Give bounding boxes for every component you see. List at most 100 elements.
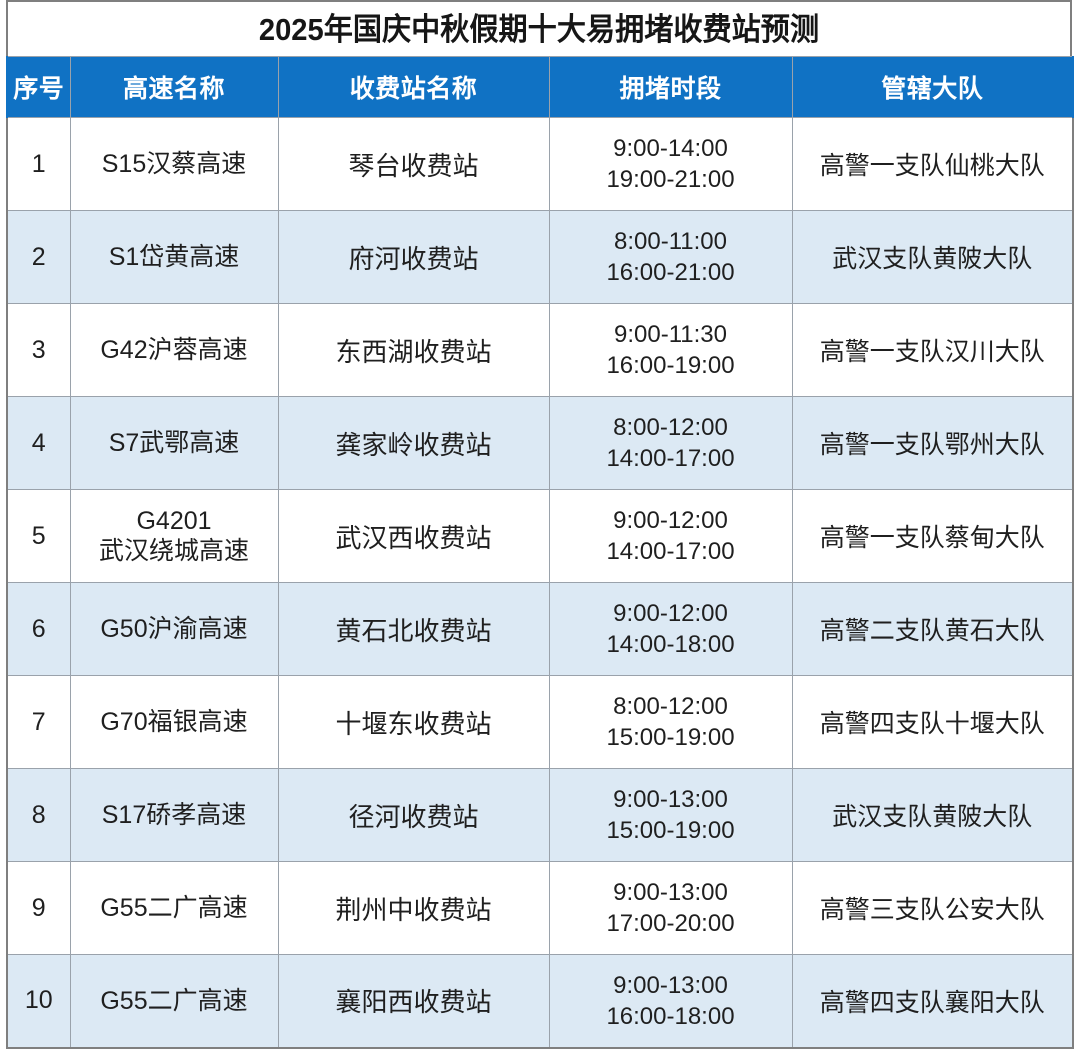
column-header-index: 序号 <box>6 56 71 118</box>
table-row: 10 G55二广高速 襄阳西收费站 9:00-13:00 16:00-18:00 高警四支… <box>6 954 1074 1049</box>
cell-highway: G70福银高速 <box>69 675 279 769</box>
highway-line-1: S1岱黄高速 <box>108 242 240 271</box>
cell-index: 5 <box>6 489 71 583</box>
cell-congestion-period: 9:00-14:00 19:00-21:00 <box>548 117 793 211</box>
congestion-period-line-1: 9:00-14:00 <box>613 134 728 162</box>
cell-highway: G55二广高速 <box>69 954 279 1049</box>
cell-jurisdiction: 高警一支队仙桃大队 <box>791 117 1074 211</box>
table-header: 序号 高速名称 收费站名称 拥堵时段 管辖大队 <box>6 56 1074 118</box>
congestion-period-line-2: 17:00-20:00 <box>606 910 735 937</box>
congestion-period-line-2: 14:00-17:00 <box>606 538 735 565</box>
congestion-period-line-1: 8:00-12:00 <box>613 413 728 441</box>
cell-toll-station: 径河收费站 <box>277 768 550 862</box>
cell-highway: S15汉蔡高速 <box>69 117 279 211</box>
congestion-period-line-2: 15:00-19:00 <box>606 724 735 751</box>
cell-index: 6 <box>6 582 71 676</box>
cell-congestion-period: 9:00-13:00 15:00-19:00 <box>548 768 793 862</box>
cell-toll-station: 武汉西收费站 <box>277 489 550 583</box>
congestion-period-line-1: 9:00-12:00 <box>613 506 728 534</box>
page-title: 2025年国庆中秋假期十大易拥堵收费站预测 <box>258 11 820 47</box>
cell-highway: S17硚孝高速 <box>69 768 279 862</box>
cell-toll-station: 荆州中收费站 <box>277 861 550 955</box>
cell-jurisdiction: 高警三支队公安大队 <box>791 861 1074 955</box>
cell-index: 2 <box>6 210 71 304</box>
congestion-period-line-2: 16:00-18:00 <box>606 1002 735 1030</box>
cell-congestion-period: 9:00-13:00 17:00-20:00 <box>548 861 793 955</box>
highway-line-1: G55二广高速 <box>100 986 248 1015</box>
cell-jurisdiction: 高警四支队襄阳大队 <box>791 954 1074 1049</box>
cell-jurisdiction: 高警四支队十堰大队 <box>791 675 1074 769</box>
cell-toll-station: 琴台收费站 <box>277 117 550 211</box>
cell-toll-station: 十堰东收费站 <box>277 675 550 769</box>
cell-index: 4 <box>6 396 71 490</box>
column-header-congestion-period: 拥堵时段 <box>548 56 793 118</box>
cell-toll-station: 龚家岭收费站 <box>277 396 550 490</box>
table-header-row: 序号 高速名称 收费站名称 拥堵时段 管辖大队 <box>6 56 1074 118</box>
cell-jurisdiction: 高警一支队汉川大队 <box>791 303 1074 397</box>
congestion-period-line-1: 9:00-13:00 <box>613 971 728 999</box>
congestion-period-line-2: 19:00-21:00 <box>606 166 735 193</box>
column-header-toll-station: 收费站名称 <box>277 56 550 118</box>
cell-jurisdiction: 高警一支队蔡甸大队 <box>791 489 1074 583</box>
cell-highway: G42沪蓉高速 <box>69 303 279 397</box>
cell-toll-station: 东西湖收费站 <box>277 303 550 397</box>
congestion-period-line-1: 8:00-11:00 <box>614 227 727 255</box>
table-body: 1 S15汉蔡高速 琴台收费站 9:00-14:00 19:00-21:00 高警一支队仙… <box>6 117 1074 1049</box>
congestion-period-line-2: 16:00-19:00 <box>606 352 735 379</box>
table-row: 5 G4201 武汉绕城高速 武汉西收费站 9:00-12:00 14:00-17:00 高… <box>6 489 1074 583</box>
congestion-period-line-1: 9:00-12:00 <box>613 599 728 627</box>
cell-highway: S1岱黄高速 <box>69 210 279 304</box>
cell-toll-station: 襄阳西收费站 <box>277 954 550 1049</box>
cell-toll-station: 府河收费站 <box>277 210 550 304</box>
page-title-band: 2025年国庆中秋假期十大易拥堵收费站预测 <box>6 0 1072 56</box>
cell-congestion-period: 8:00-12:00 15:00-19:00 <box>548 675 793 769</box>
congestion-period-line-2: 14:00-17:00 <box>606 445 735 472</box>
table-row: 9 G55二广高速 荆州中收费站 9:00-13:00 17:00-20:00 高警三支队… <box>6 861 1074 955</box>
congestion-period-line-1: 9:00-11:30 <box>614 320 727 348</box>
congestion-period-line-1: 9:00-13:00 <box>613 785 728 813</box>
cell-index: 10 <box>6 954 71 1049</box>
cell-toll-station: 黄石北收费站 <box>277 582 550 676</box>
congestion-period-line-2: 14:00-18:00 <box>606 631 735 658</box>
congestion-period-line-2: 15:00-19:00 <box>606 817 735 844</box>
cell-highway: S7武鄂高速 <box>69 396 279 490</box>
table-row: 8 S17硚孝高速 径河收费站 9:00-13:00 15:00-19:00 武汉支队黄陂… <box>6 768 1074 862</box>
table-row: 4 S7武鄂高速 龚家岭收费站 8:00-12:00 14:00-17:00 高警一支队鄂… <box>6 396 1074 490</box>
congestion-forecast-table: 序号 高速名称 收费站名称 拥堵时段 管辖大队 1 S15汉蔡高速 琴台收费站 9:0… <box>6 56 1074 1049</box>
cell-congestion-period: 9:00-12:00 14:00-17:00 <box>548 489 793 583</box>
congestion-period-line-1: 9:00-13:00 <box>613 878 728 906</box>
highway-line-1: G50沪渝高速 <box>100 614 248 643</box>
column-header-jurisdiction: 管辖大队 <box>791 56 1074 118</box>
congestion-period-line-2: 16:00-21:00 <box>606 259 735 286</box>
highway-line-1: G4201 <box>136 506 212 535</box>
cell-index: 8 <box>6 768 71 862</box>
cell-jurisdiction: 高警二支队黄石大队 <box>791 582 1074 676</box>
cell-congestion-period: 9:00-12:00 14:00-18:00 <box>548 582 793 676</box>
table-row: 7 G70福银高速 十堰东收费站 8:00-12:00 15:00-19:00 高警四支队… <box>6 675 1074 769</box>
highway-line-2: 武汉绕城高速 <box>98 537 249 565</box>
highway-line-1: S17硚孝高速 <box>101 800 247 829</box>
table-row: 2 S1岱黄高速 府河收费站 8:00-11:00 16:00-21:00 武汉支队黄陂大… <box>6 210 1074 304</box>
highway-line-1: G70福银高速 <box>100 707 248 736</box>
cell-index: 3 <box>6 303 71 397</box>
cell-highway: G4201 武汉绕城高速 <box>69 489 279 583</box>
table-row: 6 G50沪渝高速 黄石北收费站 9:00-12:00 14:00-18:00 高警二支队… <box>6 582 1074 676</box>
cell-index: 9 <box>6 861 71 955</box>
cell-jurisdiction: 武汉支队黄陂大队 <box>791 210 1074 304</box>
cell-congestion-period: 8:00-12:00 14:00-17:00 <box>548 396 793 490</box>
congestion-period-line-1: 8:00-12:00 <box>613 692 728 720</box>
table-row: 3 G42沪蓉高速 东西湖收费站 9:00-11:30 16:00-19:00 高警一支队… <box>6 303 1074 397</box>
highway-line-1: S15汉蔡高速 <box>101 149 247 178</box>
cell-congestion-period: 8:00-11:00 16:00-21:00 <box>548 210 793 304</box>
highway-line-1: G55二广高速 <box>100 893 248 922</box>
cell-congestion-period: 9:00-11:30 16:00-19:00 <box>548 303 793 397</box>
cell-jurisdiction: 高警一支队鄂州大队 <box>791 396 1074 490</box>
cell-index: 1 <box>6 117 71 211</box>
cell-jurisdiction: 武汉支队黄陂大队 <box>791 768 1074 862</box>
cell-congestion-period: 9:00-13:00 16:00-18:00 <box>548 954 793 1049</box>
cell-highway: G55二广高速 <box>69 861 279 955</box>
cell-index: 7 <box>6 675 71 769</box>
highway-line-1: S7武鄂高速 <box>108 428 240 457</box>
cell-highway: G50沪渝高速 <box>69 582 279 676</box>
